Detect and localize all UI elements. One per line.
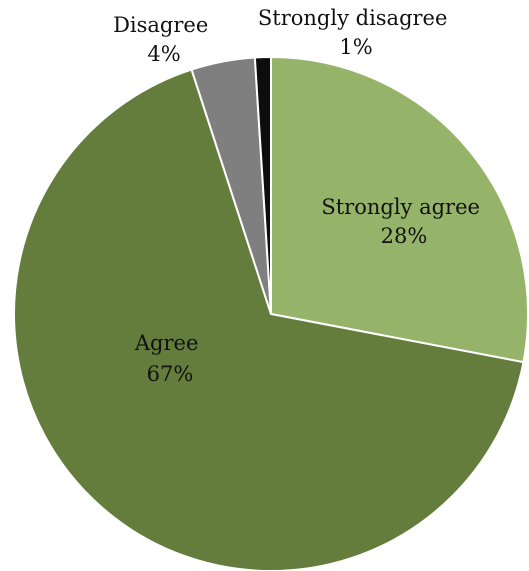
label-disagree: Disagree 4% xyxy=(113,13,215,66)
pie-labels: Strongly agree 28% Agree 67% Disagree 4%… xyxy=(113,6,486,386)
pie-slice-strongly-agree xyxy=(270,55,529,364)
pie-slices xyxy=(13,55,529,571)
label-strongly-disagree: Strongly disagree 1% xyxy=(258,6,454,59)
pie-slice-strongly-disagree xyxy=(253,55,272,315)
pie-slice-agree xyxy=(13,68,525,571)
label-strongly-agree: Strongly agree 28% xyxy=(321,195,486,248)
label-agree: Agree 67% xyxy=(134,331,205,386)
